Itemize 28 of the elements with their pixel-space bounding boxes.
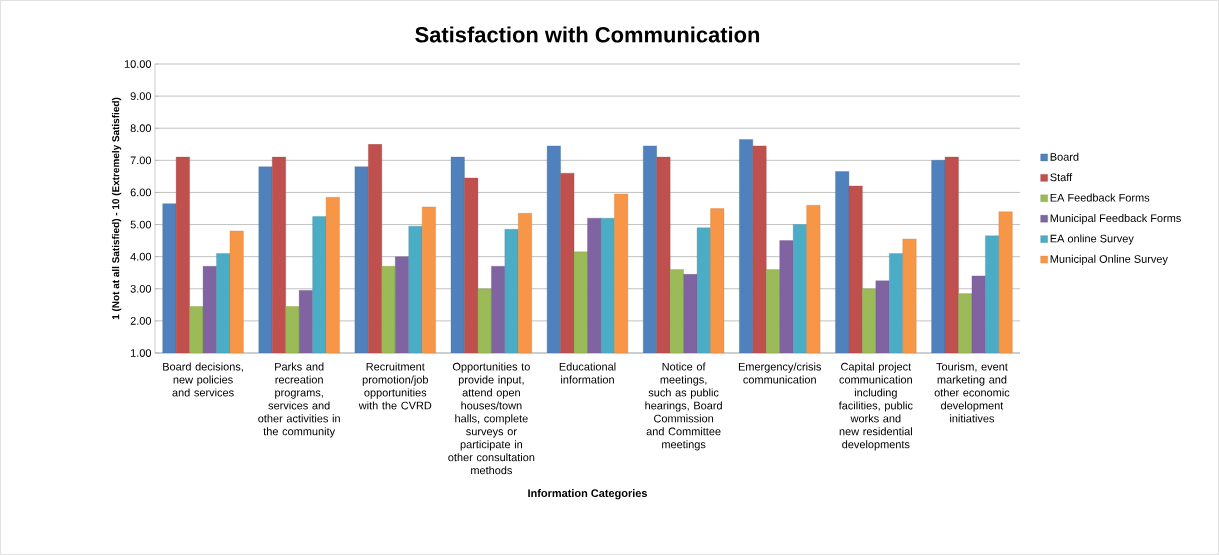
y-tick-label: 8.00 bbox=[130, 124, 152, 133]
x-tick-label: Board decisions, new policies and services bbox=[163, 362, 243, 397]
legend-label: EA Feedback Forms bbox=[1050, 193, 1150, 202]
y-tick-label: 4.00 bbox=[130, 252, 152, 261]
y-tick-label: 3.00 bbox=[130, 284, 152, 293]
y-tick-label: 6.00 bbox=[130, 188, 152, 197]
y-axis-title: 1 (Not at all Satisfied) - 10 (Extremely Satisfied) bbox=[111, 97, 122, 320]
legend-label: Staff bbox=[1050, 173, 1073, 182]
x-tick-label: Parks and recreation programs, services and other activities in the community bbox=[258, 362, 340, 438]
x-tick-label: Recruitment promotion/job opportunities with the CVRD bbox=[358, 362, 432, 410]
y-tick-label: 5.00 bbox=[130, 220, 152, 229]
x-tick-label: Capital project communication including facilities, public works and new residential developments bbox=[838, 362, 913, 451]
y-tick-label: 7.00 bbox=[130, 156, 152, 165]
x-tick-label: Educational information bbox=[559, 362, 616, 384]
y-tick-label: 2.00 bbox=[130, 317, 152, 325]
y-tick-label: 1.00 bbox=[130, 349, 152, 357]
legend-label: Municipal Online Survey bbox=[1050, 254, 1168, 266]
x-tick-label: Tourism, event marketing and other economic development initiatives bbox=[934, 362, 1010, 423]
legend-label: EA online Survey bbox=[1050, 234, 1134, 245]
category-label: Opportunities to provide input, attend open houses/town halls, complete surveys or participate in other consultation methods bbox=[448, 362, 535, 475]
y-tick-label: 9.00 bbox=[130, 92, 152, 100]
legend-label: Board bbox=[1050, 152, 1079, 161]
x-axis-title: Information Categories bbox=[528, 489, 648, 500]
x-tick-label: Emergency/crisis communication bbox=[738, 362, 822, 384]
chart-title: Satisfaction with Communication bbox=[415, 26, 760, 43]
y-tick-label: 10.00 bbox=[124, 60, 152, 68]
x-tick-label: Notice of meetings, such as public hearings, Board Commission and Committee meetings bbox=[645, 362, 722, 451]
legend-label: Municipal Feedback Forms bbox=[1050, 213, 1181, 225]
